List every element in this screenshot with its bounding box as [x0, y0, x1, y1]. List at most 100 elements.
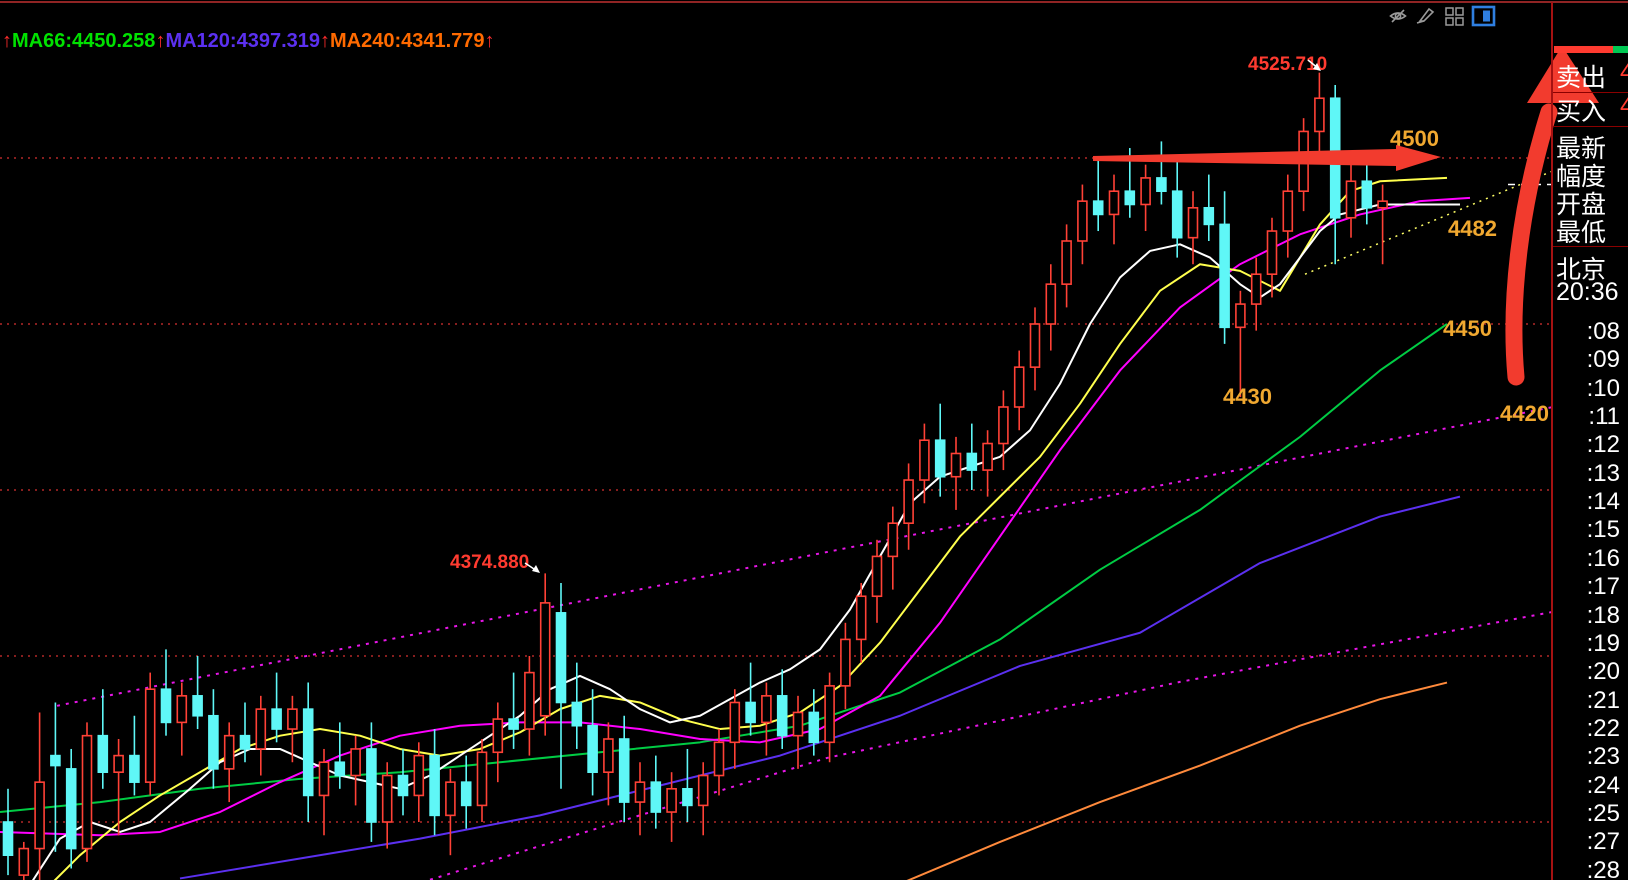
drawn-arrows[interactable] [1093, 46, 1599, 386]
candle [302, 708, 314, 797]
candle [998, 406, 1009, 445]
ma-legend-item: MA240:4341.779 [330, 30, 485, 52]
ma-purple [179, 495, 1461, 880]
candle [1266, 230, 1278, 275]
candle [1171, 190, 1183, 239]
price-annotation: 4450 [1443, 316, 1492, 341]
candle [1108, 190, 1120, 216]
candle [334, 761, 346, 777]
candle [524, 671, 535, 730]
minute-tick-label: :10 [1586, 374, 1620, 402]
ma-white [31, 203, 1460, 880]
candle [223, 734, 235, 770]
low-label: 最低 [1556, 219, 1607, 247]
ma-legend: ↑MA66:4450.258↑MA120:4397.319↑MA240:4341… [2, 30, 495, 53]
candle [666, 787, 677, 813]
candle [1045, 283, 1057, 325]
candle [318, 761, 330, 797]
candle [1282, 190, 1294, 232]
buy-label: 买入 [1556, 98, 1607, 126]
panel-separator [1553, 126, 1628, 127]
candle [966, 452, 978, 471]
city-label: 北京 [1556, 256, 1607, 284]
candle [239, 734, 251, 750]
range-label: 幅度 [1556, 163, 1607, 191]
trend-up-arrow: ↑ [2, 30, 12, 52]
panel-separator [1553, 246, 1628, 247]
candle [587, 724, 598, 773]
trend-up-arrow: ↑ [484, 30, 495, 52]
candle [871, 555, 883, 598]
ma-yellow [53, 176, 1448, 880]
candle [618, 738, 630, 803]
ma-legend-item: MA120:4397.319 [165, 30, 320, 52]
clock-time: 20:36 [1556, 278, 1619, 306]
price-annotation: 4525.710 [1248, 54, 1327, 75]
minute-tick-label: :11 [1588, 403, 1620, 431]
trend-up-arrow: ↑ [320, 30, 330, 52]
price-annotation: 4482 [1448, 216, 1497, 241]
minute-tick-label: :27 [1586, 828, 1620, 856]
price-annotation: 4430 [1223, 384, 1272, 409]
candle [381, 774, 393, 823]
candle [113, 754, 124, 773]
candle [840, 638, 851, 687]
last-change-bar [1554, 46, 1628, 53]
open-label: 开盘 [1556, 191, 1607, 219]
candle [1203, 206, 1215, 226]
candle [713, 741, 725, 777]
drawn-arrow-vertical-shaft[interactable] [1505, 103, 1558, 386]
candle [824, 685, 835, 744]
eye-off-icon[interactable] [1388, 6, 1408, 26]
candle [1219, 223, 1230, 329]
trend-up-arrow: ↑ [155, 30, 166, 52]
candle [792, 711, 804, 737]
ma-legend-item: MA66:4450.258 [12, 30, 156, 52]
candle [919, 439, 930, 481]
minute-tick-label: :23 [1586, 743, 1620, 771]
candle [903, 479, 914, 524]
trendlines [56, 170, 1554, 880]
candle [1013, 366, 1025, 408]
minute-tick-label: :08 [1586, 318, 1620, 345]
candle [144, 688, 156, 783]
candle [1250, 273, 1262, 305]
candle [2, 821, 14, 856]
candle [1377, 200, 1388, 209]
candle [650, 781, 662, 813]
grid-icon[interactable] [1444, 6, 1464, 26]
candle [366, 748, 377, 823]
candle [776, 695, 788, 737]
candle [745, 701, 756, 724]
minute-tick-label: :14 [1586, 488, 1620, 516]
candle [350, 748, 361, 777]
candle [397, 774, 409, 797]
minute-tick-label: :16 [1586, 544, 1620, 572]
drawn-arrow-horizontal[interactable] [1093, 145, 1441, 171]
candle [729, 701, 741, 744]
candle [1092, 200, 1104, 216]
candle [492, 718, 504, 754]
candle [855, 595, 867, 641]
pencil-icon[interactable] [1415, 6, 1437, 26]
candle [555, 612, 567, 704]
sell-value-clipped: 4 [1620, 58, 1628, 86]
candle [271, 708, 282, 730]
ma-magenta [0, 196, 1471, 837]
candle [65, 768, 77, 850]
minute-tick-label: :25 [1586, 799, 1620, 827]
candle [1314, 97, 1325, 133]
sell-label: 卖出 [1556, 64, 1607, 92]
minute-tick-label: :19 [1586, 629, 1620, 657]
minute-tick-label: :12 [1586, 431, 1620, 459]
drawn-arrow-vertical-head[interactable] [1527, 46, 1599, 103]
panel-toggle-icon[interactable] [1471, 5, 1496, 27]
candle [255, 708, 267, 750]
candle [761, 695, 772, 724]
minute-tick-label: :24 [1586, 771, 1620, 799]
candle [1345, 180, 1357, 219]
candle [287, 708, 298, 730]
